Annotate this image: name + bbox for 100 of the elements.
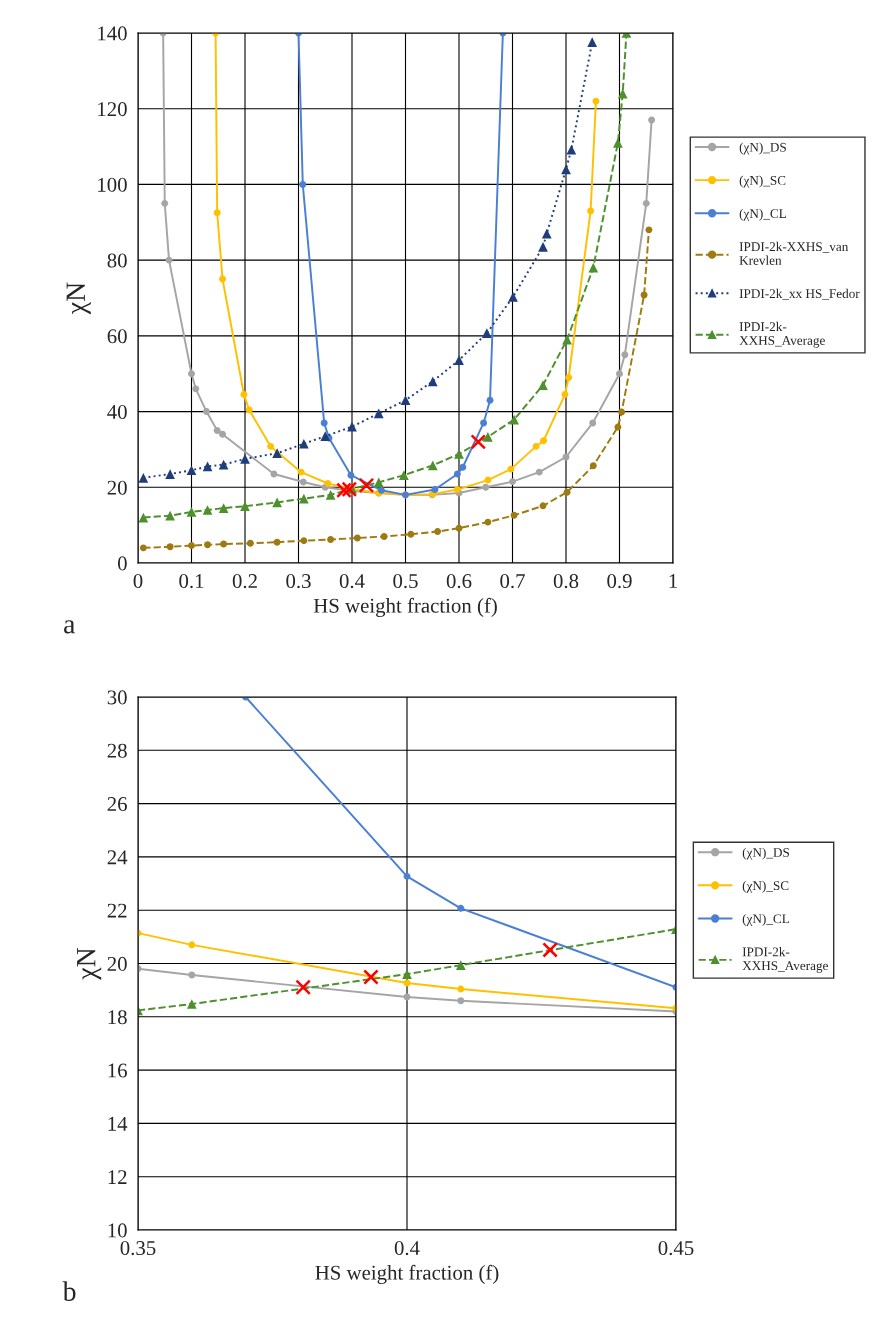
point (399, 470, 409, 481)
point (218, 503, 229, 513)
point (325, 490, 336, 500)
point (297, 468, 305, 476)
point (427, 460, 438, 471)
x-axis-title: HS weight fraction (f) (313, 597, 497, 618)
point (400, 395, 411, 406)
point (272, 497, 282, 508)
y-tick-label: 14 (108, 1116, 128, 1131)
text: b (62, 1281, 76, 1301)
point (204, 541, 212, 549)
point (240, 501, 250, 512)
point (457, 997, 465, 1005)
point (246, 539, 254, 547)
point (454, 449, 464, 459)
legend-label: (χN)_DS (742, 847, 789, 860)
point (267, 442, 275, 450)
x-tick-label: 0.9 (607, 574, 632, 589)
point (532, 442, 540, 450)
point (138, 512, 149, 523)
y-tick-label: 20 (107, 956, 127, 971)
point (509, 478, 516, 486)
point (213, 209, 221, 217)
point (540, 437, 547, 445)
point (272, 448, 282, 459)
point (138, 472, 149, 483)
y-tick-label: 18 (108, 1010, 127, 1025)
x-tick-label: 0.4 (339, 574, 365, 589)
point (587, 207, 595, 215)
y-tick-label: 16 (108, 1063, 127, 1078)
point (240, 391, 248, 399)
point (165, 469, 175, 479)
y-tick-label: 12 (108, 1170, 127, 1184)
point (373, 477, 384, 488)
text: a (64, 620, 76, 634)
point (273, 538, 281, 546)
point (538, 242, 548, 252)
y-tick-label: 22 (107, 903, 127, 918)
y-tick-label: 0 (117, 556, 127, 571)
point (565, 374, 573, 381)
point (245, 406, 253, 414)
point (561, 164, 571, 175)
point (298, 493, 309, 504)
legend-label: IPDI-2k-XXHS_van Krevlen (739, 241, 849, 265)
y-tick-label: 100 (98, 177, 127, 192)
point (457, 904, 465, 912)
point (507, 465, 515, 473)
legend-label: (χN)_SC (742, 880, 789, 893)
point (353, 534, 361, 542)
point (299, 180, 307, 188)
point (358, 477, 375, 494)
point (427, 376, 438, 387)
point (220, 540, 228, 548)
point (509, 414, 519, 425)
point (295, 979, 311, 996)
point (616, 370, 623, 378)
point (327, 536, 335, 543)
legend-label: (χN)_CL (739, 208, 786, 221)
legend-label: (χN)_CL (742, 913, 790, 926)
point (341, 481, 358, 498)
point (589, 462, 597, 470)
line-series (212, 33, 600, 499)
point (161, 199, 169, 207)
x-tick-label: 0.3 (286, 574, 311, 589)
point (453, 470, 461, 478)
point (538, 380, 548, 390)
point (480, 419, 488, 427)
point (363, 969, 379, 985)
point (542, 942, 558, 958)
point (455, 524, 463, 532)
x-tick-label: 0.7 (500, 574, 525, 589)
point (166, 543, 174, 551)
point (431, 486, 439, 494)
point (457, 985, 465, 993)
y-tick-label: 60 (107, 329, 127, 344)
point (481, 328, 492, 339)
point (347, 421, 357, 432)
point (587, 37, 598, 47)
point (380, 533, 388, 540)
y-tick-label: 80 (107, 253, 127, 268)
point (539, 502, 547, 510)
x-axis-title: HS weight fraction (f) (315, 1264, 499, 1285)
point (459, 463, 467, 471)
point (203, 408, 210, 416)
point (434, 528, 442, 536)
point (139, 544, 147, 552)
point (188, 971, 196, 979)
point (561, 391, 569, 399)
y-tick-label: 24 (107, 850, 128, 865)
point (407, 530, 415, 538)
point (484, 518, 492, 526)
x-tick-label: 0 (133, 574, 143, 589)
point (186, 507, 197, 517)
point (621, 351, 629, 359)
y-tick-label: 120 (98, 102, 127, 117)
point (589, 419, 597, 427)
point (470, 434, 487, 450)
point (202, 461, 213, 472)
x-tick-label: 0.1 (179, 574, 204, 589)
point (402, 969, 412, 980)
